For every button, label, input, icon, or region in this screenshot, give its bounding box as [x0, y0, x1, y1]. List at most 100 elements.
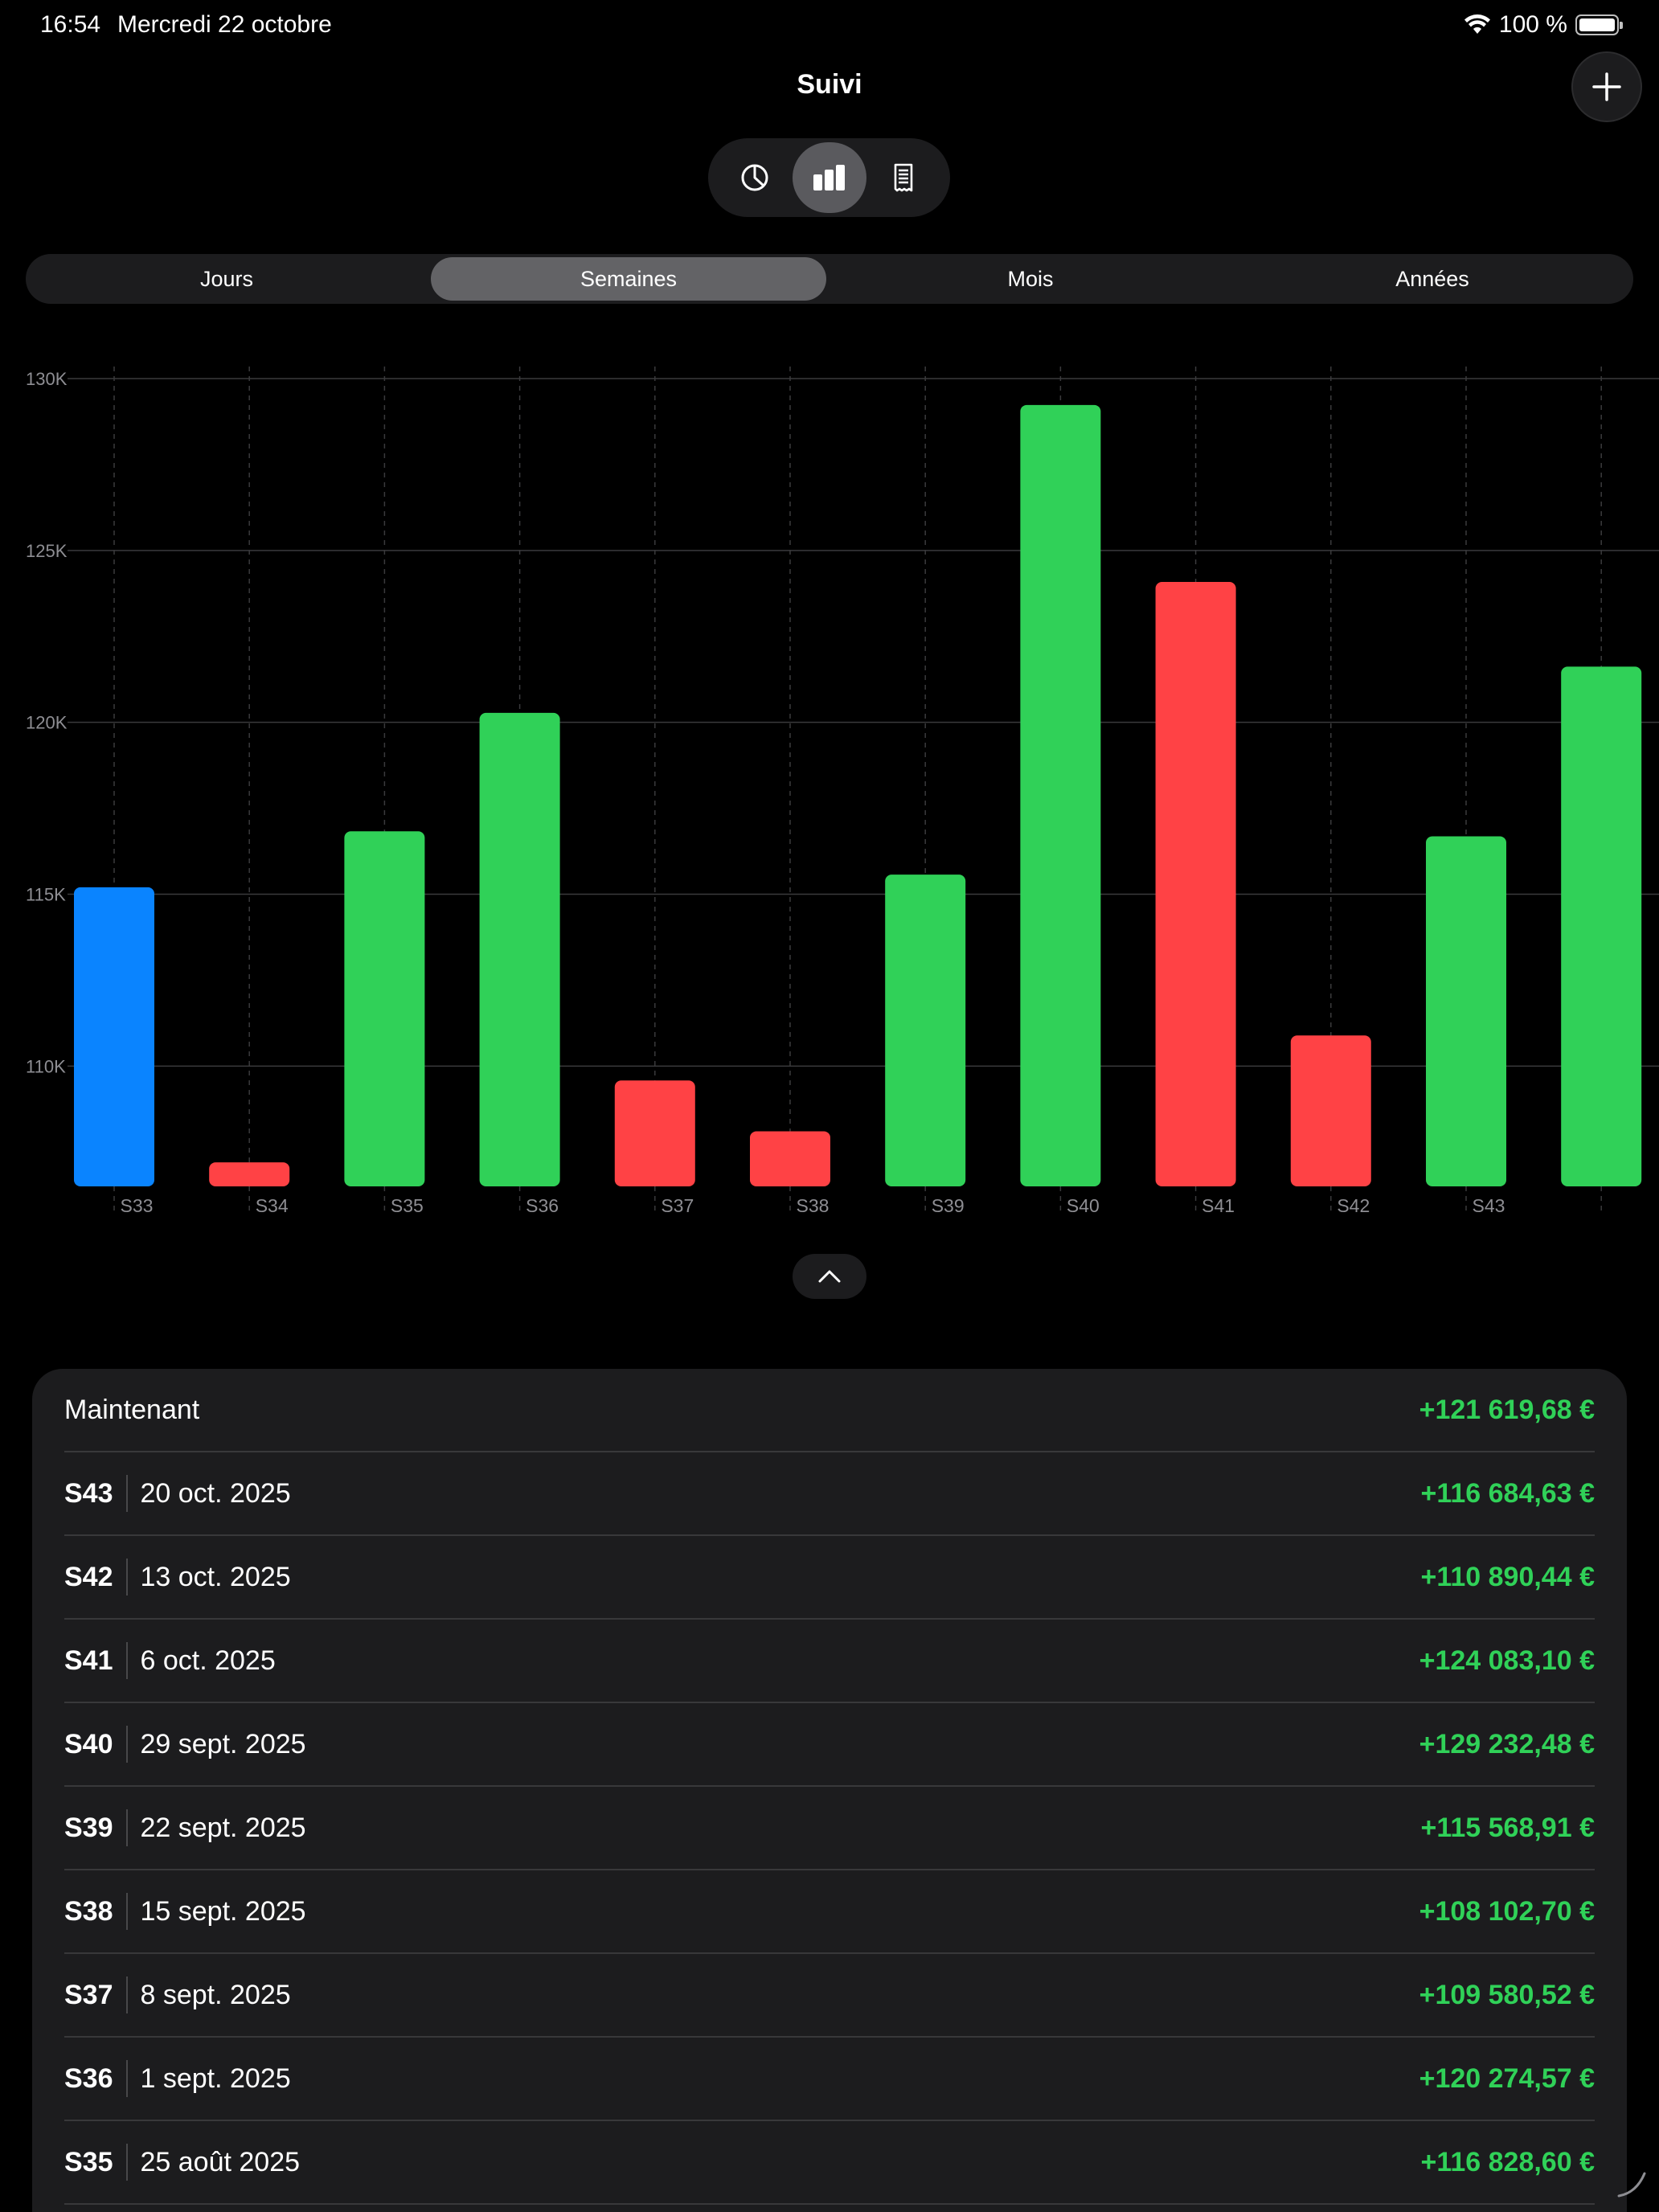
row-date: 29 sept. 2025 [140, 1728, 306, 1759]
row-amount: +108 102,70 € [1419, 1895, 1595, 1927]
row-label: Maintenant [64, 1394, 200, 1425]
x-tick-label: S40 [1067, 1195, 1100, 1216]
view-pie-button[interactable] [718, 142, 792, 213]
bar-s38 [750, 1131, 830, 1186]
row-date: 1 sept. 2025 [140, 2062, 291, 2094]
period-jours[interactable]: Jours [199, 266, 254, 291]
x-tick-label: S34 [256, 1195, 289, 1216]
plus-icon [1592, 72, 1621, 101]
row-divider [125, 1809, 128, 1846]
resize-grip-icon [1617, 2172, 1646, 2198]
view-bar-button[interactable] [793, 142, 866, 213]
list-item-now[interactable]: Maintenant +121 619,68 € [64, 1369, 1595, 1452]
row-date: 15 sept. 2025 [140, 1895, 306, 1927]
row-amount: +124 083,10 € [1419, 1645, 1595, 1676]
row-week: S42 [64, 1561, 113, 1592]
status-time: 16:54 [40, 11, 101, 38]
row-week: S37 [64, 1979, 113, 2010]
x-tick-label: S37 [661, 1195, 694, 1216]
bar-s41 [1155, 582, 1236, 1186]
row-divider [125, 1726, 128, 1763]
row-week: S38 [64, 1895, 113, 1927]
x-tick-label: S39 [932, 1195, 965, 1216]
period-semaines[interactable]: Semaines [431, 257, 826, 301]
row-divider [125, 2060, 128, 2097]
view-switcher [708, 138, 950, 217]
y-tick-label: 115K [26, 884, 66, 904]
row-week: S39 [64, 1812, 113, 1843]
row-divider [125, 2144, 128, 2181]
wifi-icon [1464, 14, 1490, 34]
weekly-bar-chart: 110K 115K 120K 125K 130K S33 S34 S35 S36 S37 S38 S3… [26, 367, 1659, 1216]
row-date: 6 oct. 2025 [140, 1645, 276, 1676]
status-date: Mercredi 22 octobre [117, 11, 332, 38]
row-week: S35 [64, 2146, 113, 2177]
period-segmented-control: Jours Semaines Mois Années [26, 254, 1633, 304]
battery-percent: 100 % [1498, 11, 1567, 38]
row-amount: +129 232,48 € [1419, 1728, 1595, 1759]
y-tick-label: 110K [26, 1056, 66, 1076]
row-week: S43 [64, 1477, 113, 1509]
row-divider [125, 1559, 128, 1596]
bar-now [1561, 666, 1642, 1186]
collapse-chart-button[interactable] [793, 1254, 866, 1299]
row-date: 20 oct. 2025 [140, 1477, 291, 1509]
list-item[interactable]: S42 13 oct. 2025 +110 890,44 € [64, 1536, 1595, 1620]
list-item[interactable]: S36 1 sept. 2025 +120 274,57 € [64, 2038, 1595, 2121]
row-amount: +110 890,44 € [1420, 1561, 1595, 1592]
period-annees[interactable]: Années [1395, 266, 1469, 291]
list-item[interactable]: S35 25 août 2025 +116 828,60 € [64, 2121, 1595, 2205]
x-tick-label: S43 [1473, 1195, 1505, 1216]
row-amount: +121 619,68 € [1419, 1394, 1595, 1425]
row-date: 25 août 2025 [140, 2146, 301, 2177]
add-button[interactable] [1571, 51, 1642, 122]
x-tick-label: S36 [526, 1195, 559, 1216]
bar-s43 [1426, 836, 1506, 1186]
row-amount: +120 274,57 € [1419, 2062, 1595, 2094]
row-amount: +115 568,91 € [1420, 1812, 1595, 1843]
row-divider [125, 1642, 128, 1679]
view-list-button[interactable] [866, 142, 940, 213]
bar-s35 [344, 831, 425, 1186]
list-item[interactable]: S38 15 sept. 2025 +108 102,70 € [64, 1870, 1595, 1954]
row-date: 8 sept. 2025 [140, 1979, 291, 2010]
weekly-values-list: Maintenant +121 619,68 € S43 20 oct. 202… [32, 1369, 1627, 2212]
battery-icon [1575, 14, 1623, 35]
bar-chart-icon [813, 165, 845, 190]
bar-s34 [209, 1162, 290, 1186]
x-tick-label: S35 [391, 1195, 424, 1216]
x-tick-label: S38 [797, 1195, 830, 1216]
list-item[interactable]: S41 6 oct. 2025 +124 083,10 € [64, 1620, 1595, 1703]
row-amount: +116 684,63 € [1420, 1477, 1595, 1509]
x-tick-label: S33 [121, 1195, 154, 1216]
receipt-icon [894, 163, 913, 192]
x-tick-label: S42 [1337, 1195, 1370, 1216]
y-tick-label: 130K [26, 369, 68, 389]
list-item[interactable]: S39 22 sept. 2025 +115 568,91 € [64, 1787, 1595, 1870]
bar-s42 [1290, 1035, 1371, 1186]
row-divider [125, 1475, 128, 1512]
bar-s33 [74, 887, 154, 1186]
period-mois[interactable]: Mois [1007, 266, 1054, 291]
status-indicators: 100 % [1464, 11, 1623, 39]
row-date: 22 sept. 2025 [140, 1812, 306, 1843]
x-tick-label: S41 [1202, 1195, 1235, 1216]
list-item[interactable]: S43 20 oct. 2025 +116 684,63 € [64, 1452, 1595, 1536]
row-amount: +116 828,60 € [1420, 2146, 1595, 2177]
bar-s37 [614, 1080, 695, 1186]
row-divider [125, 1976, 128, 2013]
page-title: Suivi [797, 69, 862, 100]
row-week: S40 [64, 1728, 113, 1759]
bar-s40 [1020, 404, 1101, 1186]
row-date: 13 oct. 2025 [140, 1561, 291, 1592]
y-tick-label: 125K [26, 541, 68, 561]
list-item[interactable]: S37 8 sept. 2025 +109 580,52 € [64, 1954, 1595, 2038]
pie-chart-icon [741, 164, 768, 191]
row-week: S36 [64, 2062, 113, 2094]
row-divider [125, 1893, 128, 1930]
row-week: S41 [64, 1645, 113, 1676]
bar-s36 [479, 712, 560, 1186]
bar-s39 [885, 875, 966, 1186]
list-item[interactable]: S40 29 sept. 2025 +129 232,48 € [64, 1703, 1595, 1787]
